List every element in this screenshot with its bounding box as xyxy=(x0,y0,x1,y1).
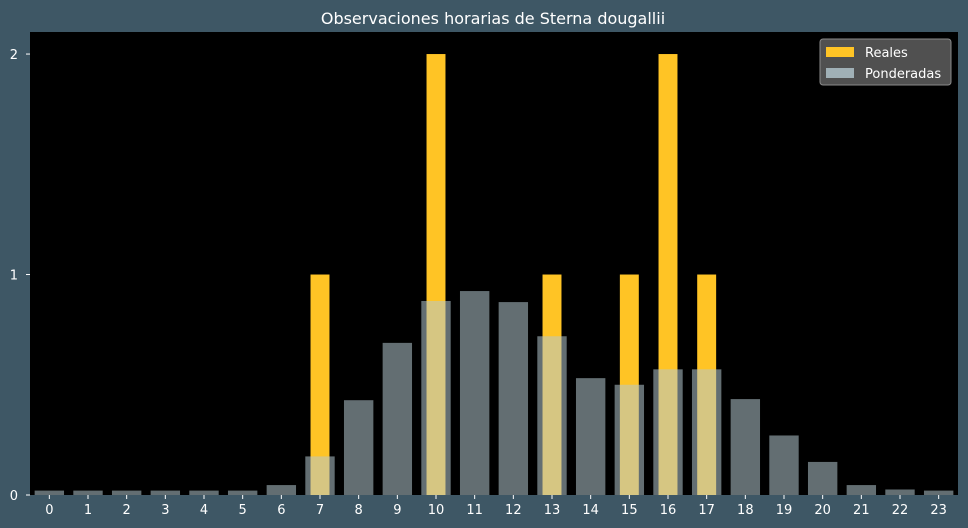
x-tick-label-12: 12 xyxy=(505,503,522,518)
bar-ponderadas-16 xyxy=(653,369,683,495)
bar-ponderadas-7 xyxy=(305,456,335,495)
legend-swatch-reales xyxy=(826,47,854,57)
x-tick-label-14: 14 xyxy=(582,503,599,518)
bar-ponderadas-23 xyxy=(923,490,954,495)
x-tick-label-22: 22 xyxy=(892,503,909,518)
x-axis: 0 1 2 3 4 5 6 7 8 9 10 11 12 13 14 15 16 17 18 19 20 21 22 23 xyxy=(45,495,947,518)
x-tick-label-5: 5 xyxy=(239,503,247,518)
x-tick-label-15: 15 xyxy=(621,503,638,518)
bar-ponderadas-6 xyxy=(266,485,297,495)
bar-ponderadas-11 xyxy=(459,291,490,495)
bar-ponderadas-9 xyxy=(382,342,413,495)
bar-ponderadas-19 xyxy=(769,435,799,495)
x-tick-label-9: 9 xyxy=(393,503,401,518)
bar-ponderadas-8 xyxy=(343,400,374,495)
chart-title: Observaciones horarias de Sterna dougall… xyxy=(321,9,665,28)
bar-ponderadas-4 xyxy=(189,490,219,495)
bar-ponderadas-12 xyxy=(498,302,529,495)
bar-ponderadas-1 xyxy=(73,490,103,495)
bar-ponderadas-0 xyxy=(34,490,65,495)
x-tick-label-23: 23 xyxy=(930,503,947,518)
legend-label-ponderadas: Ponderadas xyxy=(865,67,941,82)
x-tick-label-8: 8 xyxy=(355,503,363,518)
bar-ponderadas-22 xyxy=(885,489,915,495)
bar-ponderadas-14 xyxy=(575,378,606,495)
x-tick-label-2: 2 xyxy=(123,503,131,518)
bar-ponderadas-17 xyxy=(691,369,722,495)
x-tick-label-7: 7 xyxy=(316,503,324,518)
y-tick-label-0: 0 xyxy=(10,489,18,504)
x-tick-label-16: 16 xyxy=(660,503,677,518)
bar-ponderadas-20 xyxy=(807,461,838,495)
x-tick-label-13: 13 xyxy=(544,503,561,518)
x-tick-label-10: 10 xyxy=(428,503,445,518)
y-axis: 0 1 2 xyxy=(10,48,30,504)
y-tick-label-1: 1 xyxy=(10,269,18,284)
legend-label-reales: Reales xyxy=(865,46,908,61)
x-tick-label-19: 19 xyxy=(776,503,793,518)
plot-area xyxy=(30,32,958,495)
bar-reales-7 xyxy=(310,274,330,495)
x-tick-label-1: 1 xyxy=(84,503,92,518)
bar-ponderadas-18 xyxy=(730,399,761,495)
x-tick-label-20: 20 xyxy=(814,503,831,518)
bar-ponderadas-2 xyxy=(111,490,142,495)
y-tick-label-2: 2 xyxy=(10,48,18,63)
bar-ponderadas-15 xyxy=(614,384,645,495)
bar-ponderadas-5 xyxy=(227,490,258,495)
x-tick-label-3: 3 xyxy=(161,503,169,518)
legend: Reales Ponderadas xyxy=(819,38,952,86)
x-tick-label-0: 0 xyxy=(45,503,53,518)
bar-ponderadas-3 xyxy=(150,490,181,495)
bar-ponderadas-21 xyxy=(846,485,877,495)
x-tick-label-6: 6 xyxy=(277,503,285,518)
x-tick-label-11: 11 xyxy=(466,503,483,518)
legend-swatch-ponderadas xyxy=(826,68,854,78)
x-tick-label-17: 17 xyxy=(698,503,715,518)
bar-ponderadas-10 xyxy=(421,300,451,495)
x-tick-label-21: 21 xyxy=(853,503,870,518)
x-tick-label-18: 18 xyxy=(737,503,754,518)
bar-ponderadas-13 xyxy=(537,336,567,495)
x-tick-label-4: 4 xyxy=(200,503,208,518)
weighted-bars xyxy=(34,291,954,495)
